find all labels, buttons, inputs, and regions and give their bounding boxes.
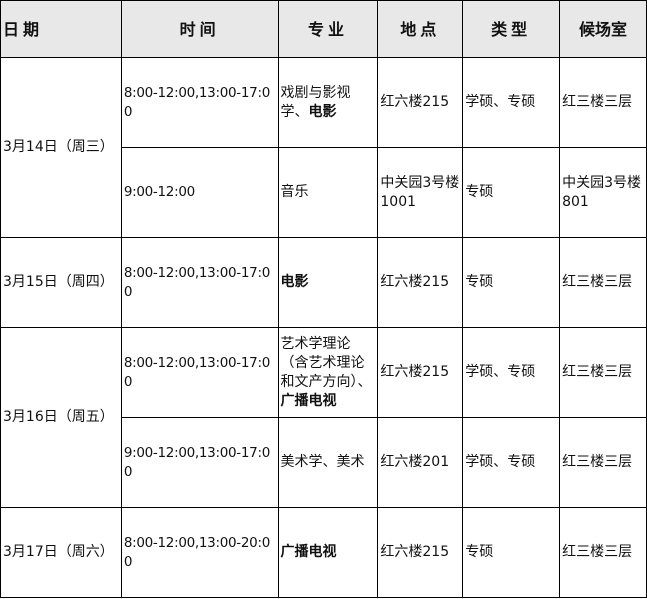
waiting-room-cell: 红三楼三层: [559, 237, 647, 328]
table-row: 9:00-12:00,13:00-17:00 美术学、美术 红六楼201 学硕、专硕红…: [1, 417, 647, 508]
time-cell: 8:00-12:00,13:00-17:00: [120, 57, 279, 148]
waiting-room-cell: 红三楼三层: [559, 507, 647, 598]
header-waiting-room: 候场室: [559, 0, 647, 58]
waiting-room-cell: 红三楼三层: [559, 57, 647, 148]
date-cell: 3月17日（周六）: [0, 507, 122, 598]
major-text: 美术学、美术: [280, 454, 365, 470]
major-cell: 美术学、美术: [277, 417, 379, 508]
header-time: 时间: [120, 0, 279, 58]
location-cell: 中关园3号楼1001: [377, 147, 464, 238]
location-cell: 红六楼215: [377, 507, 464, 598]
time-cell: 8:00-12:00,13:00-20:00: [120, 507, 279, 598]
table-row: 3月17日（周六） 8:00-12:00,13:00-20:00 广播电视 红六楼21…: [0, 507, 647, 598]
major-text: 艺术学理论（含艺术理论和文产方向）、: [280, 335, 372, 390]
time-cell: 8:00-12:00,13:00-17:00: [120, 237, 279, 328]
date-cell: 3月16日（周五）: [0, 327, 122, 508]
time-cell: 9:00-12:00,13:00-17:00: [120, 417, 279, 508]
header-date: 日期: [0, 0, 122, 58]
header-location: 地点: [377, 0, 464, 58]
header-row: 日期 时间 专业 地点 类型 候场室: [0, 0, 647, 58]
date-cell: 3月15日（周四）: [0, 237, 122, 328]
time-cell: 9:00-12:00: [120, 147, 279, 238]
major-cell: 电影: [277, 237, 379, 328]
table-row: 3月14日（周三） 8:00-12:00,13:00-17:00 戏剧与影视学、电影…: [0, 57, 647, 238]
type-cell: 学硕、专硕: [462, 327, 561, 418]
waiting-room-cell: 红三楼三层: [559, 327, 647, 418]
major-cell: 艺术学理论（含艺术理论和文产方向）、广播电视: [277, 327, 379, 418]
major-text-bold: 广播电视: [280, 392, 337, 409]
table-row: 3月15日（周四） 8:00-12:00,13:00-17:00 电影 红六楼215 专…: [0, 237, 647, 328]
major-cell: 戏剧与影视学、电影: [277, 57, 379, 148]
major-cell: 广播电视: [277, 507, 379, 598]
type-cell: 专硕: [462, 147, 561, 238]
type-cell: 专硕: [462, 237, 561, 328]
header-major: 专业: [277, 0, 379, 58]
location-cell: 红六楼215: [377, 327, 464, 418]
type-cell: 学硕、专硕: [462, 417, 561, 508]
type-cell: 学硕、专硕: [462, 57, 561, 148]
major-text: 音乐: [280, 184, 309, 200]
header-type: 类型: [462, 0, 561, 58]
location-cell: 红六楼215: [377, 237, 464, 328]
waiting-room-cell: 中关园3号楼801: [559, 147, 647, 238]
location-cell: 红六楼215: [377, 57, 464, 148]
major-text-bold: 电影: [280, 274, 309, 290]
table-row: 3月16日（周五） 8:00-12:00,13:00-17:00 艺术学理论（含艺术…: [0, 327, 647, 508]
type-cell: 专硕: [462, 507, 561, 598]
date-cell: 3月14日（周三）: [0, 57, 122, 238]
major-cell: 音乐: [277, 147, 379, 238]
major-text: 戏剧与影视学、: [280, 84, 351, 120]
waiting-room-cell: 红三楼三层: [559, 417, 647, 508]
major-text-bold: 电影: [308, 103, 337, 120]
location-cell: 红六楼201: [377, 417, 464, 508]
time-cell: 8:00-12:00,13:00-17:00: [120, 327, 279, 418]
table-row: 9:00-12:00 音乐 中关园3号楼1001 专硕 中关园3号楼801: [1, 147, 647, 238]
major-text-bold: 广播电视: [280, 544, 337, 560]
